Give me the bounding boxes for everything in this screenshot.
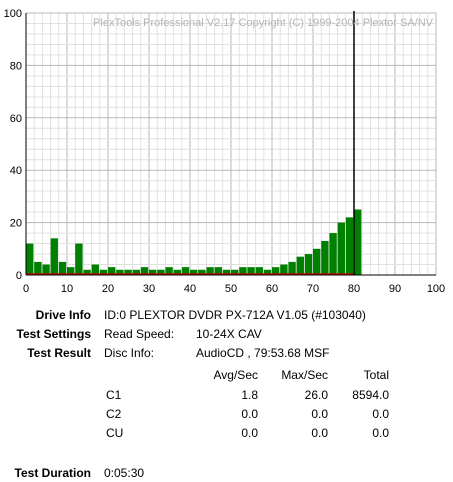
c1-bar	[42, 264, 50, 275]
drive-info-value: ID:0 PLEXTOR DVDR PX-712A V1.05 (#103040…	[104, 308, 366, 322]
c1-bar	[313, 248, 321, 275]
c1-bar	[165, 267, 173, 275]
c1-bar	[345, 217, 354, 275]
c1-bar	[99, 269, 108, 275]
c1-bar	[83, 269, 91, 275]
test-result-row: Test Result Disc Info: AudioCD , 79:53.6…	[0, 344, 453, 362]
c1-bar	[149, 269, 157, 275]
stats-row-total: 0.0	[372, 426, 389, 440]
chart-axes	[25, 11, 436, 276]
y-tick-label: 40	[10, 165, 22, 177]
max-header: Max/Sec	[281, 368, 328, 382]
chart-bars	[26, 209, 362, 275]
x-tick-label: 70	[307, 283, 319, 295]
stats-row-name: CU	[106, 426, 124, 440]
c1-bar	[321, 240, 329, 275]
x-tick-label: 40	[184, 283, 196, 295]
c1-bar	[304, 254, 313, 275]
read-speed-key: Read Speed:	[104, 327, 175, 341]
c1-bar	[132, 269, 140, 275]
y-tick-label: 80	[10, 60, 22, 72]
x-tick-label: 80	[348, 283, 360, 295]
c1-bar	[181, 267, 190, 275]
x-tick-label: 60	[266, 283, 278, 295]
c1-bar	[108, 267, 116, 275]
read-speed-value: 10-24X CAV	[196, 327, 262, 341]
c1-bar	[272, 267, 280, 275]
c1-bar	[329, 233, 337, 275]
test-duration-label: Test Duration	[14, 466, 91, 480]
y-tick-label: 20	[10, 218, 22, 230]
c1-bar	[337, 222, 345, 275]
c1-bar	[247, 267, 255, 275]
stats-row-name: C1	[106, 388, 122, 402]
x-tick-label: 0	[23, 283, 29, 295]
c1-bar	[58, 261, 67, 275]
c1-bar	[75, 243, 83, 275]
c1-bar	[239, 267, 247, 275]
stats-row-c1: C1 1.8 26.0 8594.0	[0, 386, 453, 404]
c1-error-chart: 0 10 20 30 40 50 60 70 80 90 100 0 20 40 60 80 100 PlexT…	[4, 8, 446, 295]
c1-bar	[214, 267, 222, 275]
c1-bar	[354, 209, 362, 275]
x-tick-label: 20	[102, 283, 114, 295]
stats-row-max: 0.0	[311, 407, 328, 421]
test-settings-row: Test Settings Read Speed: 10-24X CAV	[0, 325, 453, 343]
stats-row-total: 8594.0	[352, 388, 389, 402]
x-tick-label: 100	[427, 283, 445, 295]
c1-bar	[255, 267, 263, 275]
c1-bar	[67, 267, 75, 275]
c1-bar	[296, 256, 304, 275]
drive-info-label: Drive Info	[35, 308, 91, 322]
y-tick-label: 0	[16, 270, 22, 282]
chart-grid	[25, 12, 437, 276]
y-tick-label: 100	[4, 8, 22, 20]
test-duration-row: Test Duration 0:05:30	[0, 464, 453, 482]
avg-header: Avg/Sec	[213, 368, 258, 382]
c1-bar	[280, 264, 288, 275]
stats-row-name: C2	[106, 407, 122, 421]
test-duration-value: 0:05:30	[104, 466, 145, 480]
chart-watermark: PlexTools Professional V2.17 Copyright (…	[93, 17, 434, 29]
total-header: Total	[363, 368, 389, 382]
stats-row-max: 26.0	[304, 388, 328, 402]
chart-tick-labels: 0 10 20 30 40 50 60 70 80 90 100 0 20 40 60 80 100	[4, 8, 446, 295]
stats-row-max: 0.0	[311, 426, 328, 440]
c1-bar	[263, 269, 272, 275]
c1-bar	[116, 269, 124, 275]
c1-bar	[50, 238, 58, 275]
stats-row-c2: C2 0.0 0.0 0.0	[0, 405, 453, 423]
c1-bar	[222, 269, 231, 275]
stats-header-row: Avg/Sec Max/Sec Total	[0, 366, 453, 384]
y-tick-label: 60	[10, 113, 22, 125]
c1-bar	[26, 243, 34, 275]
test-settings-label: Test Settings	[16, 327, 91, 341]
disc-info-key: Disc Info:	[104, 346, 155, 360]
c1-bar	[173, 269, 181, 275]
stats-row-cu: CU 0.0 0.0 0.0	[0, 424, 453, 442]
c1-bar	[206, 267, 214, 275]
c1-bar	[190, 269, 198, 275]
stats-row-total: 0.0	[372, 407, 389, 421]
stats-row-avg: 1.8	[241, 388, 258, 402]
disc-info-value: AudioCD , 79:53.68 MSF	[196, 346, 330, 360]
x-tick-label: 30	[143, 283, 155, 295]
x-tick-label: 10	[61, 283, 73, 295]
c1-bar	[124, 269, 132, 275]
c1-bar	[91, 264, 99, 275]
stats-row-avg: 0.0	[241, 426, 258, 440]
test-result-label: Test Result	[27, 346, 91, 360]
stats-row-avg: 0.0	[241, 407, 258, 421]
c1-bar	[157, 269, 165, 275]
x-tick-label: 90	[389, 283, 401, 295]
c1-bar	[198, 269, 206, 275]
x-tick-label: 50	[225, 283, 237, 295]
drive-info-row: Drive Info ID:0 PLEXTOR DVDR PX-712A V1.…	[0, 306, 453, 324]
c1-bar	[231, 269, 239, 275]
c1-bar	[140, 267, 149, 275]
c1-bar	[288, 261, 296, 275]
c1-bar	[34, 261, 42, 275]
